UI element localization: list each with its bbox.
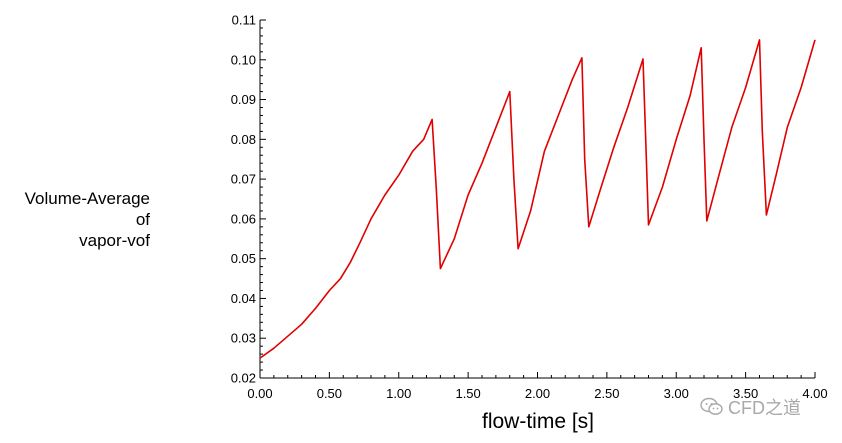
y-tick-label: 0.10 [231,52,256,67]
x-tick-label: 1.00 [386,386,411,401]
x-tick-label: 0.50 [317,386,342,401]
watermark-text: CFD之道 [728,398,801,418]
y-axis-label-line-1: Volume-Average [24,189,150,208]
x-tick-label: 1.50 [455,386,480,401]
y-axis-label: Volume-Average of vapor-vof [0,188,150,251]
x-tick-label: 4.00 [802,386,827,401]
y-axis-label-line-2: of [135,210,150,229]
y-tick-label: 0.11 [232,13,256,28]
watermark: CFD之道 [700,394,801,420]
x-tick-label: 3.50 [733,386,758,401]
y-tick-label: 0.08 [231,132,256,147]
x-tick-label: 2.00 [525,386,550,401]
y-tick-label: 0.07 [231,172,256,187]
x-tick-label: 2.50 [594,386,619,401]
y-tick-label: 0.05 [231,251,256,266]
wechat-icon [700,397,724,417]
axes [259,20,815,379]
y-tick-label: 0.04 [231,291,256,306]
x-tick-label: 0.00 [247,386,272,401]
y-tick-label: 0.06 [231,211,256,226]
y-tick-label: 0.09 [231,92,256,107]
ticks: 0.02 0.03 0.04 0.05 0.06 0.07 0.08 0.09 0.10 0.11… [231,13,828,402]
y-tick-label: 0.02 [231,371,256,386]
y-tick-label: 0.03 [231,331,256,346]
x-axis-label: flow-time [s] [481,410,594,433]
series-line-vapor-vof [259,39,816,359]
y-axis-label-line-3: vapor-vof [79,231,150,250]
x-tick-label: 3.00 [664,386,689,401]
